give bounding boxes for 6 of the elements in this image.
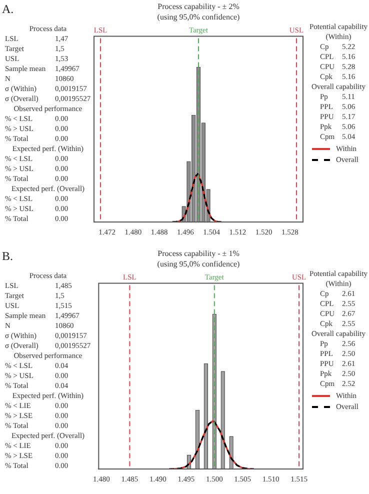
text: A. [2, 2, 15, 16]
chart-title: Process capability - ± 2% [158, 2, 240, 11]
chart-title: Process capability - ± 1% [158, 248, 240, 258]
chart-subtitle: (using 95,0% confidence) [157, 12, 240, 22]
text: B. [2, 249, 14, 263]
chart-subtitle: (using 95,0% confidence) [157, 259, 240, 268]
